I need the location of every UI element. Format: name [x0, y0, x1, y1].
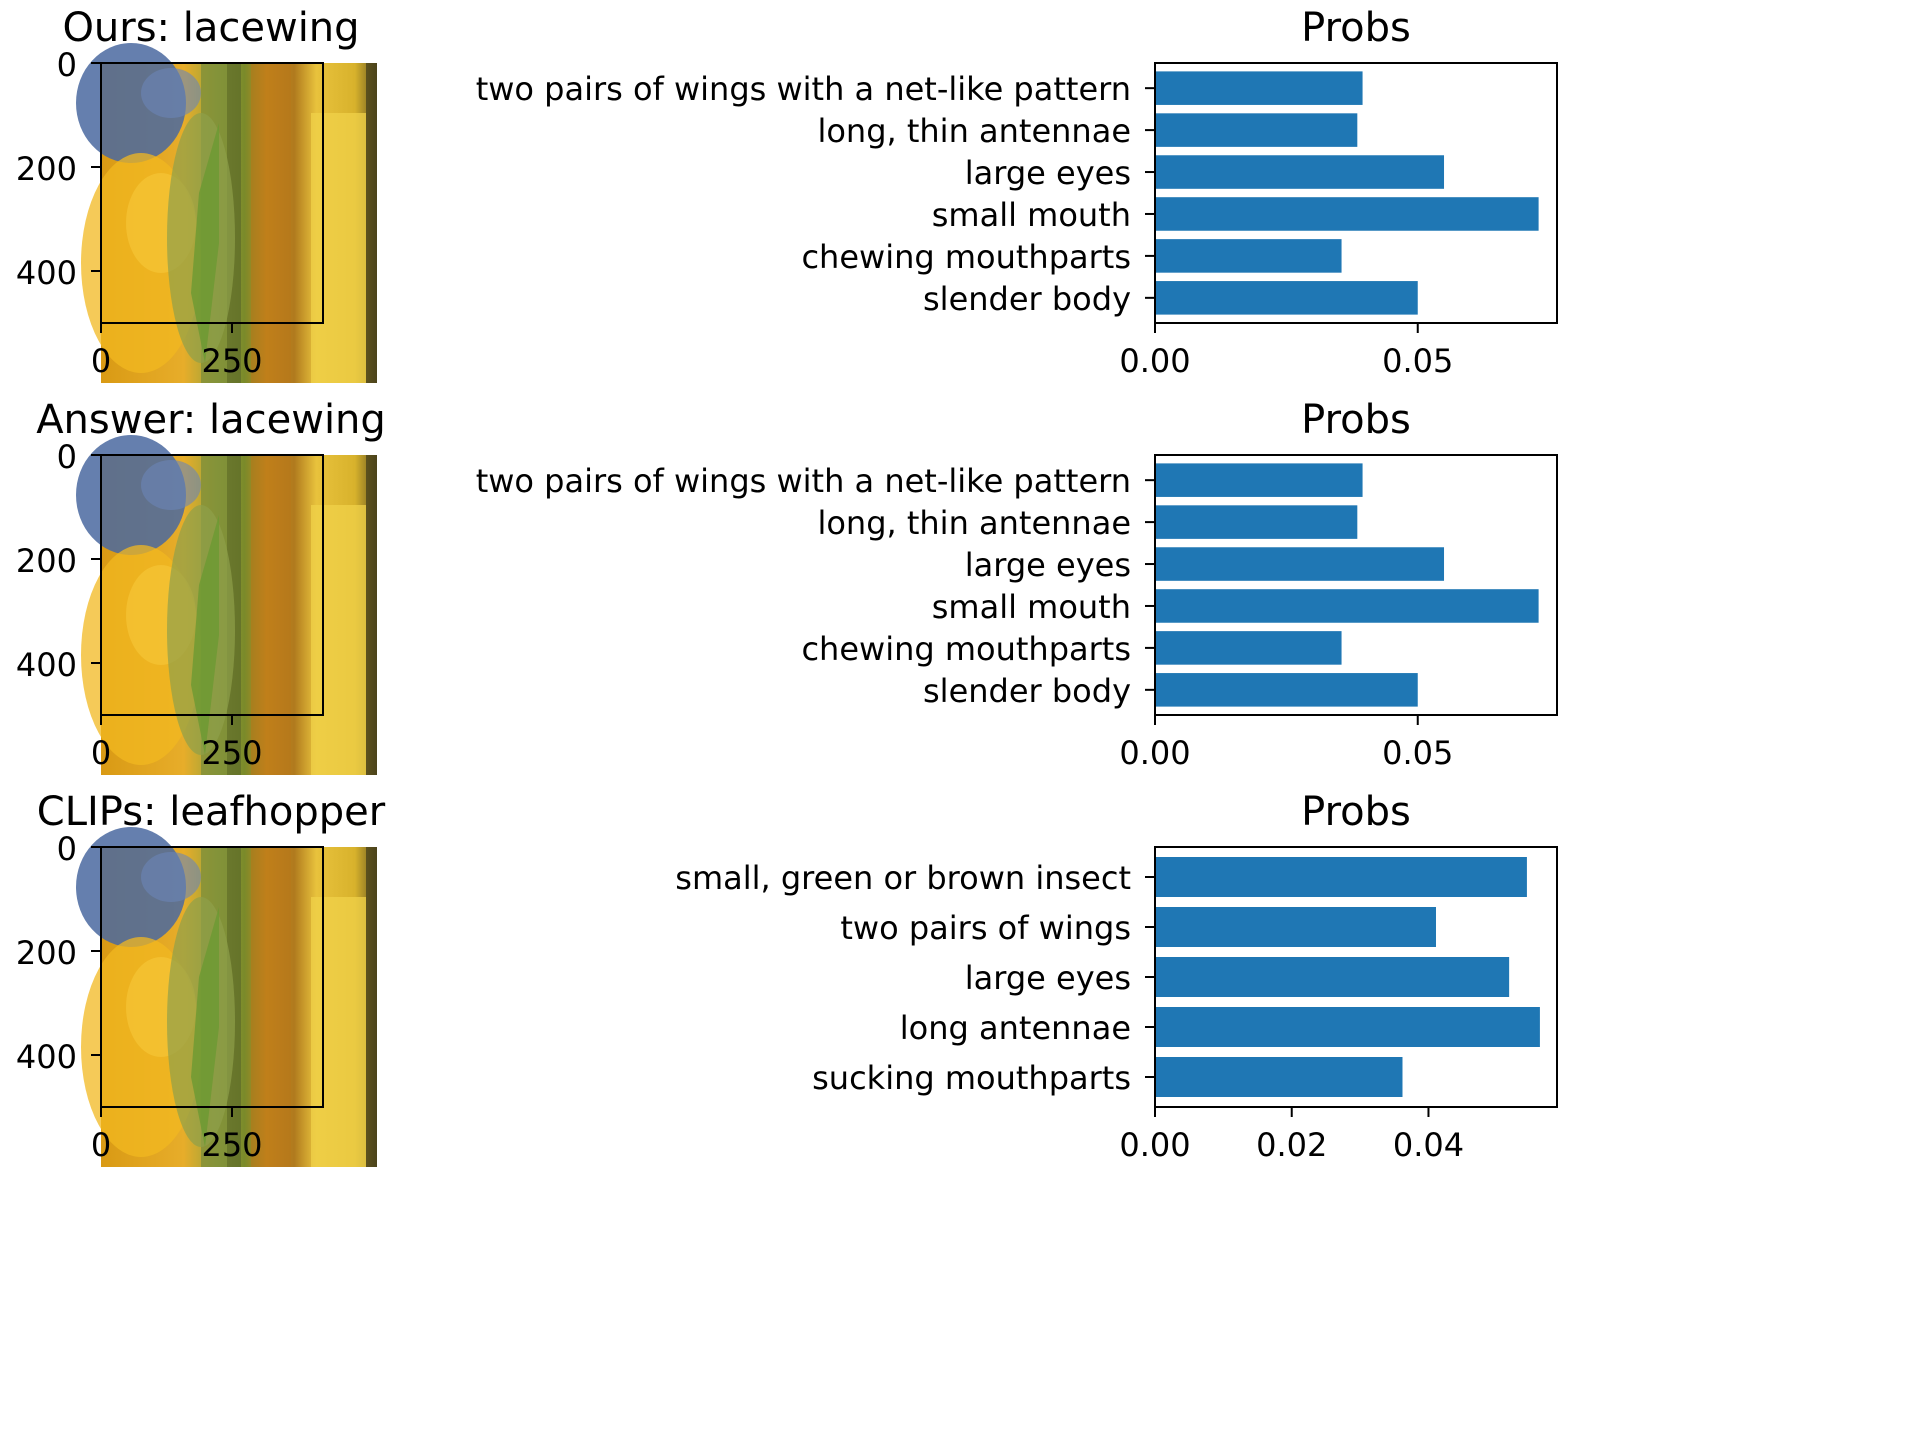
bar — [1155, 547, 1445, 581]
image-ytick-label: 400 — [16, 1038, 77, 1076]
bar — [1155, 957, 1510, 997]
category-label: large eyes — [965, 959, 1131, 997]
category-label: long, thin antennae — [817, 112, 1131, 150]
image-ytick-label: 400 — [16, 646, 77, 684]
bar — [1155, 631, 1342, 665]
axes-frame — [1154, 454, 1558, 716]
lacewing-photo-1 — [76, 43, 377, 383]
category-label: long antennae — [900, 1009, 1131, 1047]
image-ytick-label: 0 — [57, 830, 77, 868]
probs-bar-chart-2: Probs two pairs of wings with a net-like … — [476, 397, 1558, 772]
image-ytick-label: 200 — [16, 542, 77, 580]
bar — [1155, 197, 1539, 231]
bar — [1155, 239, 1342, 273]
category-label: slender body — [923, 672, 1131, 710]
chart-title: Probs — [1301, 5, 1411, 51]
chart-title: Probs — [1301, 789, 1411, 835]
image-xtick-label: 0 — [91, 342, 111, 380]
image-xtick-label: 250 — [201, 342, 262, 380]
image-ytick-label: 0 — [57, 46, 77, 84]
xtick-label: 0.00 — [1119, 1126, 1190, 1164]
axes-frame — [1154, 62, 1558, 324]
bar — [1155, 155, 1445, 189]
xtick-label: 0.00 — [1119, 734, 1190, 772]
image-frame-2 — [100, 454, 324, 716]
bar — [1155, 857, 1527, 897]
bar — [1155, 1057, 1403, 1097]
bar — [1155, 673, 1418, 707]
probs-bar-chart-3: Probs small, green or brown insect two pai… — [675, 789, 1558, 1164]
bar — [1155, 113, 1358, 147]
image-frame-1 — [100, 62, 324, 324]
lacewing-photo-2 — [76, 435, 377, 775]
probs-bar-chart-1: Probs two pairs of wings with a net-like … — [476, 5, 1558, 380]
xtick-label: 0.05 — [1382, 342, 1453, 380]
category-label: chewing mouthparts — [801, 630, 1131, 668]
category-label: small, green or brown insect — [675, 859, 1131, 897]
category-label: two pairs of wings with a net-like patte… — [476, 462, 1131, 500]
xtick-label: 0.00 — [1119, 342, 1190, 380]
image-title-2: Answer: lacewing — [36, 397, 386, 443]
bar — [1155, 463, 1363, 497]
image-xtick-label: 250 — [201, 1126, 262, 1164]
axes-frame — [1154, 846, 1558, 1108]
bar — [1155, 281, 1418, 315]
xtick-label: 0.05 — [1382, 734, 1453, 772]
image-xtick-label: 250 — [201, 734, 262, 772]
category-label: chewing mouthparts — [801, 238, 1131, 276]
bar — [1155, 505, 1358, 539]
image-ytick-label: 0 — [57, 438, 77, 476]
category-label: large eyes — [965, 546, 1131, 584]
image-xtick-label: 0 — [91, 734, 111, 772]
category-label: long, thin antennae — [817, 504, 1131, 542]
lacewing-photo-3 — [76, 827, 377, 1167]
image-panel-3: CLIPs: leafhopper 0 200 400 0 250 — [16, 789, 386, 1167]
category-label: large eyes — [965, 154, 1131, 192]
xtick-label: 0.04 — [1393, 1126, 1464, 1164]
image-xtick-label: 0 — [91, 1126, 111, 1164]
image-title-1: Ours: lacewing — [62, 5, 359, 51]
category-label: two pairs of wings with a net-like patte… — [476, 70, 1131, 108]
image-ytick-label: 200 — [16, 150, 77, 188]
image-ytick-label: 400 — [16, 254, 77, 292]
bar — [1155, 589, 1539, 623]
image-panel-2: Answer: lacewing 0 200 400 0 250 — [16, 397, 386, 775]
chart-title: Probs — [1301, 397, 1411, 443]
category-label: small mouth — [932, 588, 1131, 626]
bar — [1155, 1007, 1540, 1047]
image-ytick-label: 200 — [16, 934, 77, 972]
category-label: sucking mouthparts — [812, 1059, 1131, 1097]
category-label: small mouth — [932, 196, 1131, 234]
category-label: two pairs of wings — [840, 909, 1131, 947]
bar — [1155, 71, 1363, 105]
bar — [1155, 907, 1436, 947]
image-title-3: CLIPs: leafhopper — [37, 789, 386, 835]
image-frame-3 — [100, 846, 324, 1108]
image-panel-1: Ours: lacewing 0 200 400 0 250 — [16, 5, 377, 383]
xtick-label: 0.02 — [1256, 1126, 1327, 1164]
category-label: slender body — [923, 280, 1131, 318]
